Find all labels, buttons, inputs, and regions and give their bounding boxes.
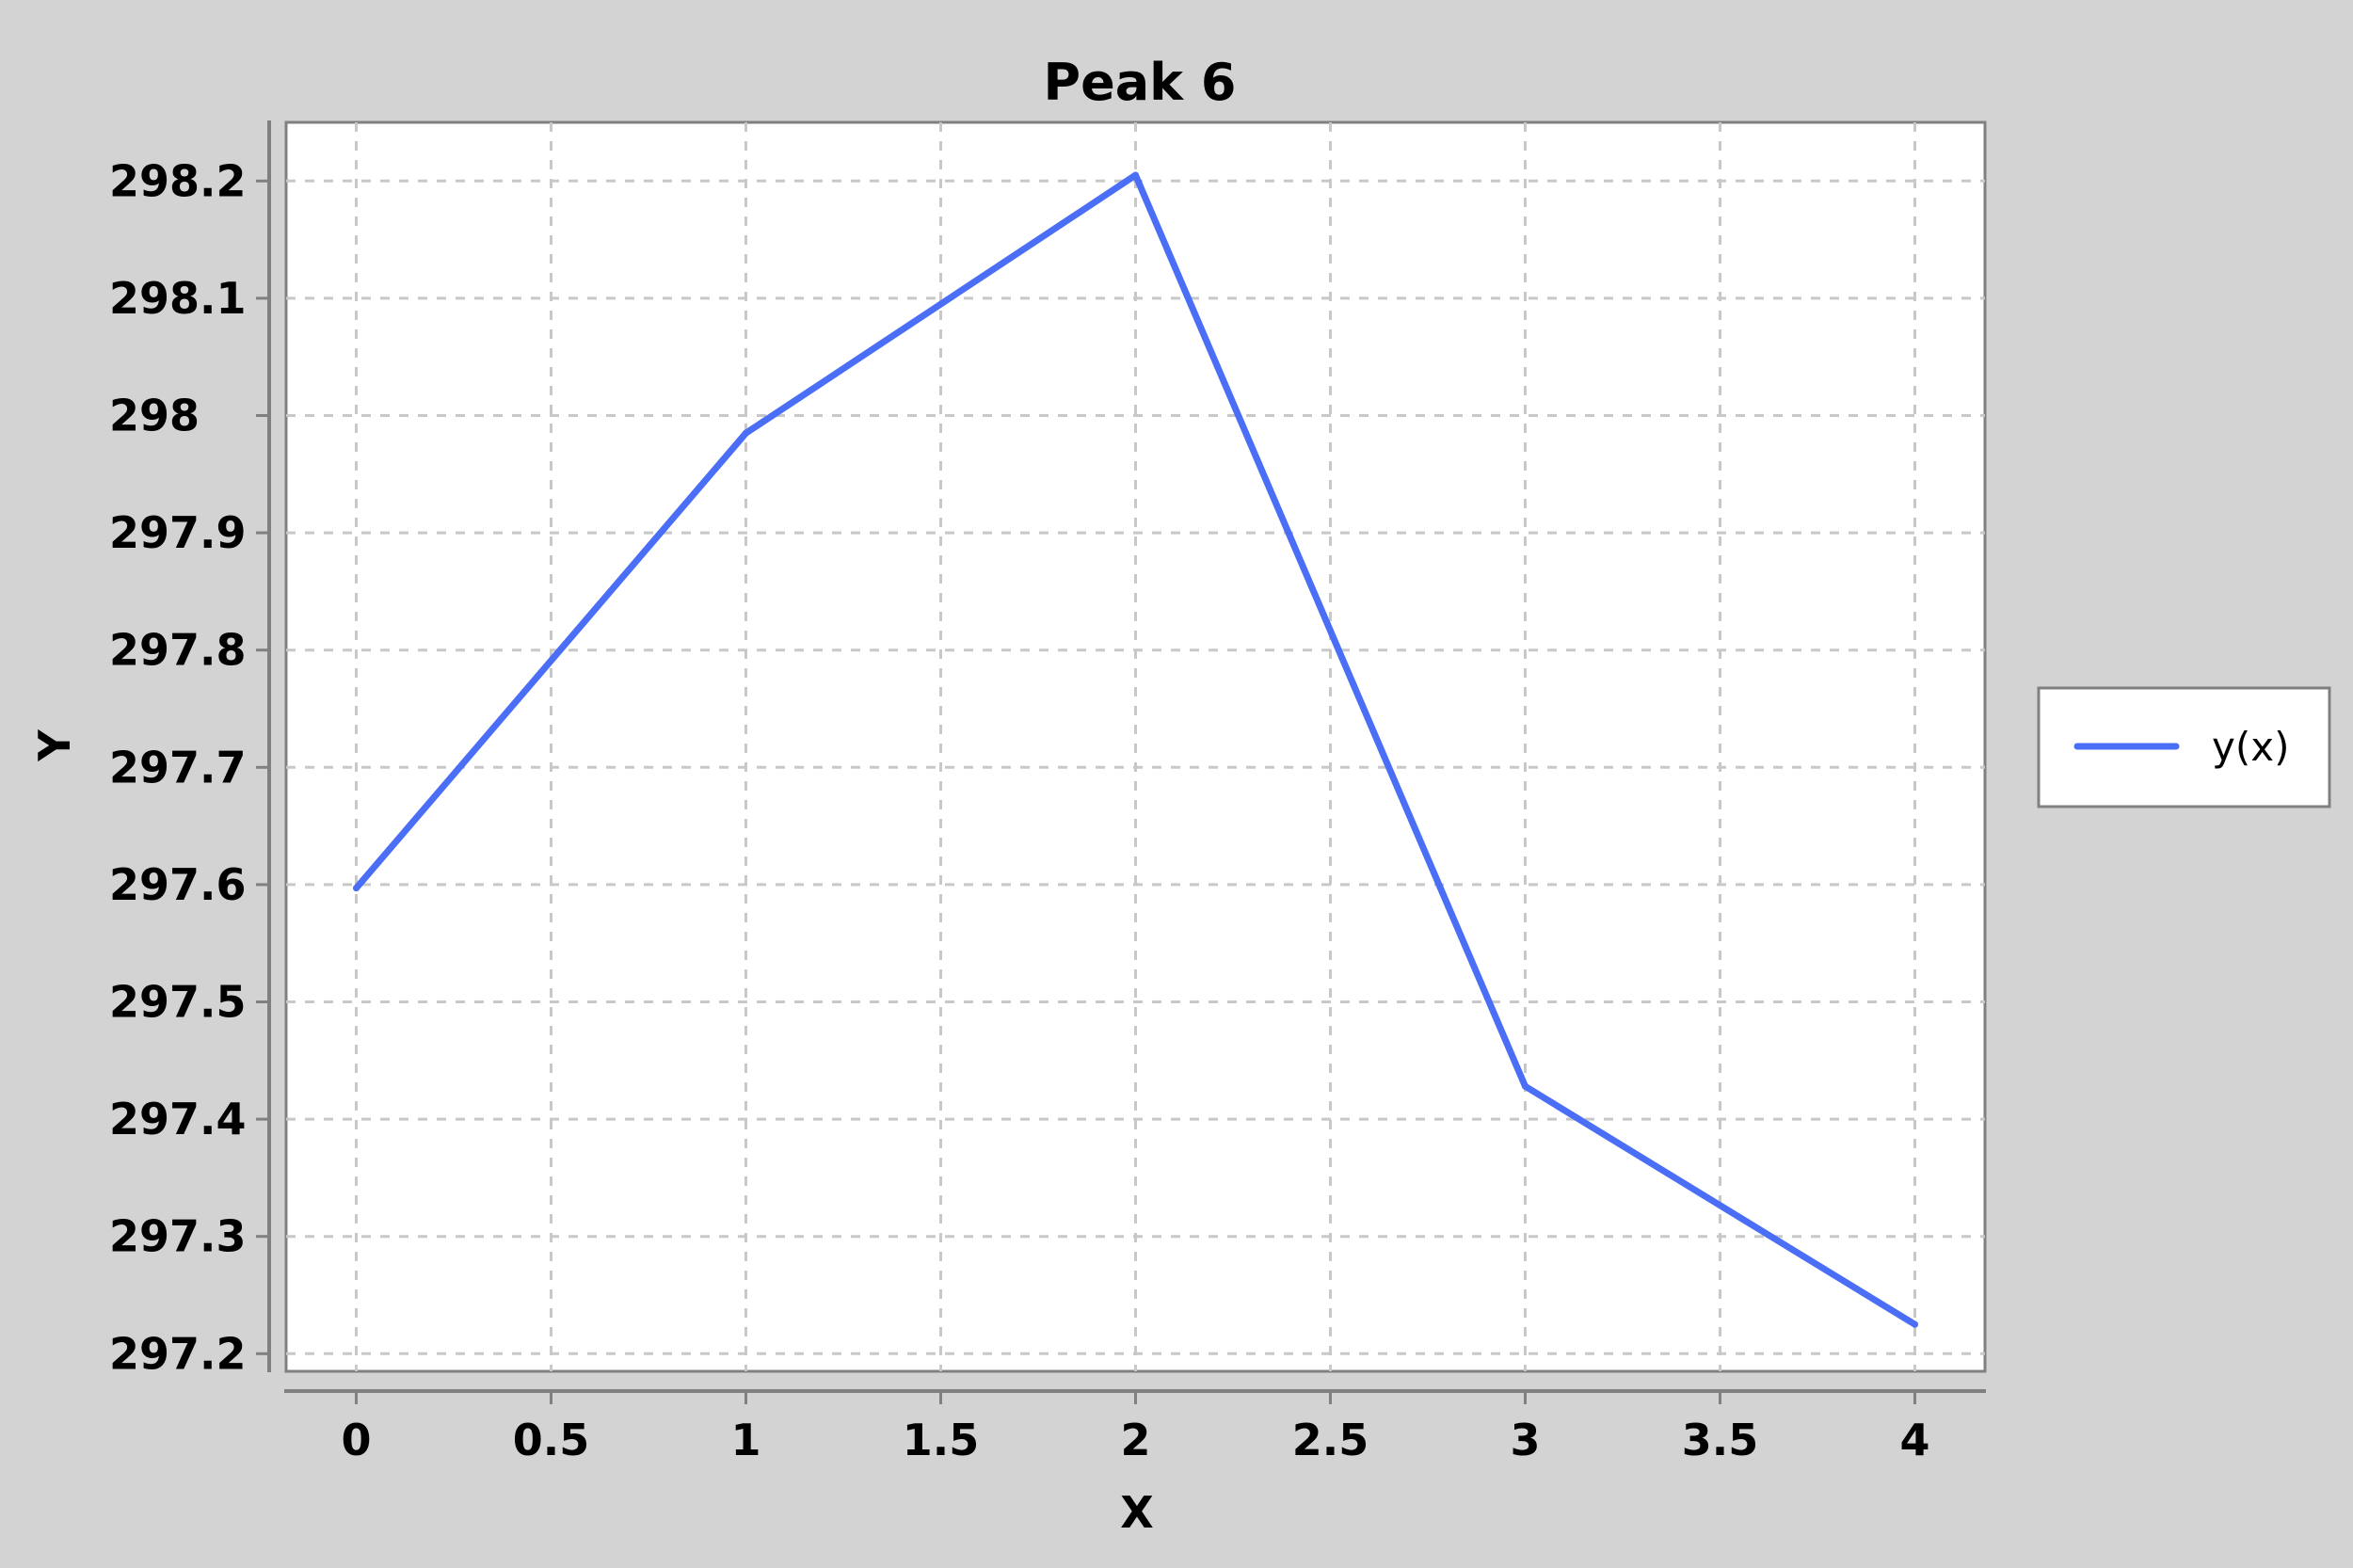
data-point-0-2 <box>1132 171 1139 179</box>
x-tick-label-1: 0.5 <box>513 1415 590 1465</box>
y-tick-label-1: 297.3 <box>109 1211 247 1262</box>
data-point-0-0 <box>353 885 360 892</box>
legend: y(x) <box>2037 686 2331 808</box>
x-tick-label-3: 1.5 <box>903 1415 980 1465</box>
legend-label: y(x) <box>2212 724 2289 770</box>
data-point-0-3 <box>1521 1082 1529 1090</box>
y-tick-label-9: 298.1 <box>109 273 247 324</box>
y-ticks: 297.2 297.3 297.4 297.5 297.6 297.7 297.8 297.9… <box>109 155 269 1379</box>
y-tick-label-2: 297.4 <box>109 1094 247 1144</box>
y-tick-label-6: 297.8 <box>109 625 247 676</box>
x-tick-label-4: 2 <box>1120 1415 1150 1465</box>
data-point-0-1 <box>743 429 750 437</box>
y-tick-label-8: 298 <box>109 391 200 441</box>
y-tick-label-0: 297.2 <box>109 1328 247 1379</box>
x-tick-label-2: 1 <box>731 1415 761 1465</box>
x-tick-label-8: 4 <box>1899 1415 1929 1465</box>
y-tick-label-5: 297.7 <box>109 742 247 792</box>
y-tick-label-7: 297.9 <box>109 507 247 558</box>
y-tick-label-10: 298.2 <box>109 155 247 206</box>
data-point-0-4 <box>1911 1320 1918 1328</box>
x-axis-label: X <box>1120 1487 1153 1538</box>
grid <box>286 122 1985 1371</box>
x-tick-label-6: 3 <box>1510 1415 1540 1465</box>
x-ticks: 0 0.5 1 1.5 2 2.5 3 3.5 4 <box>342 1391 1929 1465</box>
y-tick-label-3: 297.5 <box>109 977 247 1028</box>
x-tick-label-7: 3.5 <box>1682 1415 1759 1465</box>
y-axis-label: Y <box>29 729 80 762</box>
x-tick-label-0: 0 <box>342 1415 372 1465</box>
series <box>353 171 1918 1328</box>
y-tick-label-4: 297.6 <box>109 859 247 910</box>
x-tick-label-5: 2.5 <box>1292 1415 1369 1465</box>
chart-title: Peak 6 <box>1044 53 1237 112</box>
